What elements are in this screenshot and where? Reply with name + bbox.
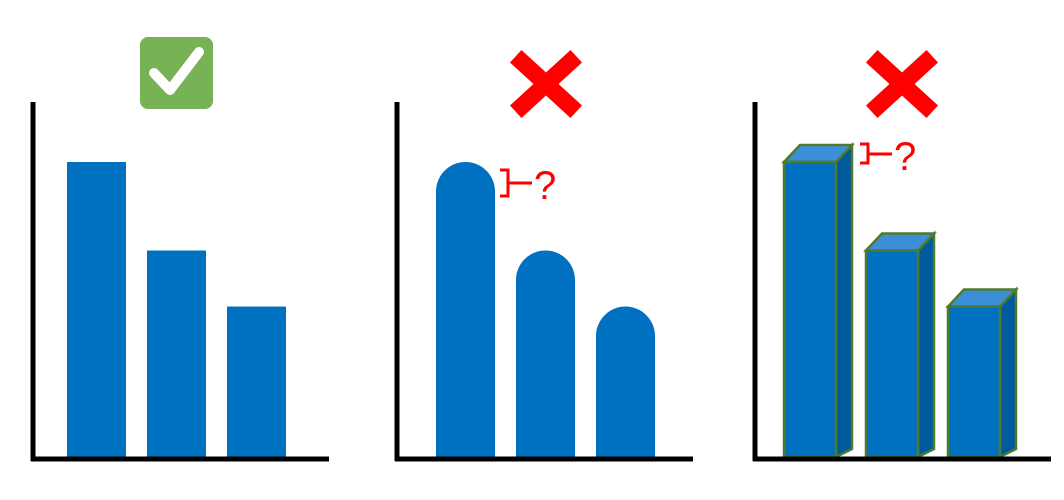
bar-front-face: [946, 305, 1002, 459]
bar: [516, 250, 575, 457]
height-question-annotation: ?: [860, 135, 916, 179]
bar: [147, 250, 206, 457]
bar: [227, 306, 286, 457]
bar: [67, 162, 126, 457]
bar-front-face: [782, 160, 838, 459]
cross-icon: [865, 49, 939, 119]
check-icon: [140, 37, 213, 109]
chart-1-bars: [67, 162, 286, 457]
panel-rounded-bars: ?: [394, 49, 693, 462]
bar-side-face: [998, 286, 1018, 460]
cross-icon: [509, 49, 583, 119]
bracket-icon: [500, 168, 532, 198]
panel-flat-bars: [30, 37, 329, 462]
height-question-annotation: ?: [500, 164, 556, 208]
bar-front-face: [864, 249, 920, 459]
chart-2-bars: [436, 162, 655, 457]
question-mark: ?: [894, 135, 916, 179]
panel-3d-bars: ?: [752, 49, 1051, 462]
bar: [436, 162, 495, 457]
bar-side-face: [916, 230, 936, 460]
bar: [781, 141, 855, 460]
bracket-icon: [860, 142, 892, 165]
bar: [945, 286, 1019, 460]
bar-side-face: [834, 141, 854, 460]
bar: [596, 306, 655, 457]
question-mark: ?: [534, 164, 556, 208]
bar: [863, 230, 937, 460]
chart-3-bars: [781, 141, 1019, 460]
